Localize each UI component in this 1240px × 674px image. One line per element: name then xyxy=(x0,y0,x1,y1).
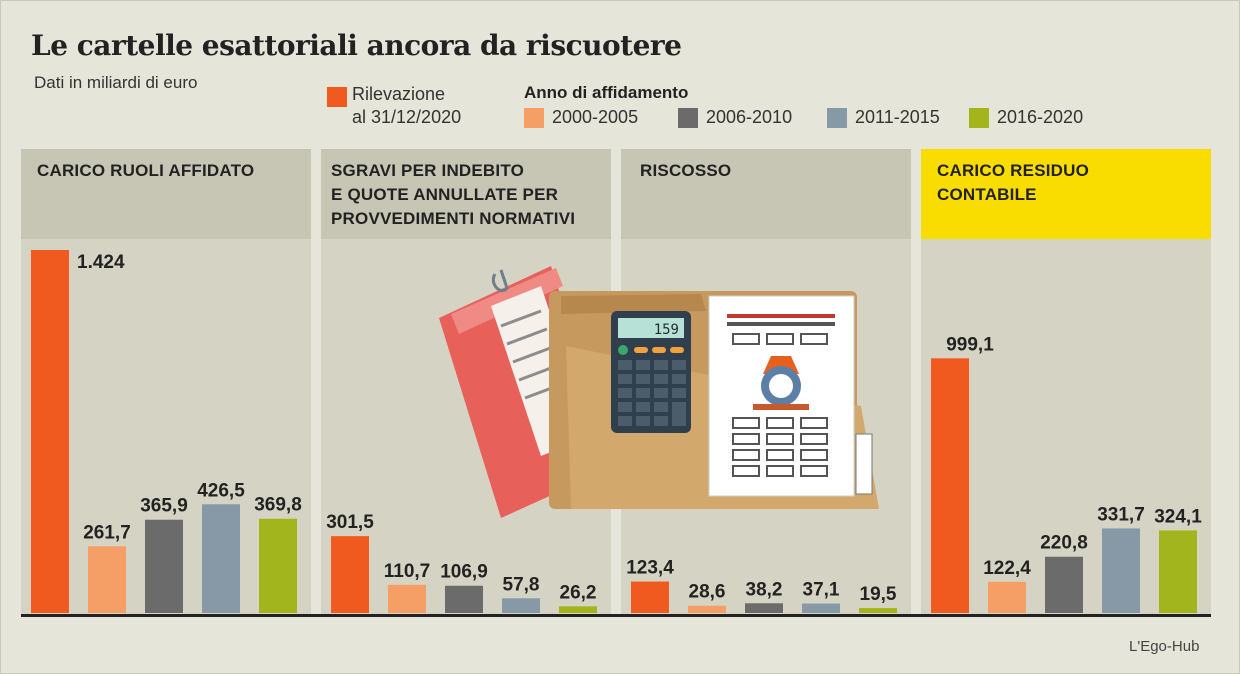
bar xyxy=(559,606,597,613)
bar-value-label: 123,4 xyxy=(626,558,674,579)
bar xyxy=(988,581,1026,613)
chart-baseline xyxy=(21,614,1211,617)
legend-label-rilevazione-1: Rilevazione xyxy=(352,84,446,104)
bar-value-label: 38,2 xyxy=(746,579,783,600)
bar xyxy=(445,585,483,613)
bar-value-label: 301,5 xyxy=(326,512,374,533)
bar-value-label: 220,8 xyxy=(1040,533,1088,554)
bar-value-label: 28,6 xyxy=(689,582,726,603)
bar xyxy=(931,358,969,613)
panel-header: RISCOSSO xyxy=(621,149,911,239)
panel-header: SGRAVI PER INDEBITO E QUOTE ANNULLATE PE… xyxy=(321,149,611,239)
bar xyxy=(388,584,426,613)
panel-title: CARICO RUOLI AFFIDATO xyxy=(37,161,255,180)
legend-label-2000-2005: 2000-2005 xyxy=(552,107,639,127)
bar-value-label: 57,8 xyxy=(503,574,540,595)
panel-title-line: CONTABILE xyxy=(937,185,1037,204)
bar xyxy=(31,250,69,613)
bar xyxy=(688,605,726,613)
chart-title: Le cartelle esattoriali ancora da riscuo… xyxy=(31,29,682,62)
panel-header: CARICO RUOLI AFFIDATO xyxy=(21,149,311,239)
bar xyxy=(1159,530,1197,613)
bar xyxy=(1102,528,1140,613)
legend-label-rilevazione-2: al 31/12/2020 xyxy=(352,107,462,127)
bar-value-label: 324,1 xyxy=(1154,506,1202,527)
bar-value-label: 369,8 xyxy=(254,495,302,516)
legend-swatch-2006-2010 xyxy=(678,108,698,128)
panel-header: CARICO RESIDUO CONTABILE xyxy=(921,149,1211,239)
bar-value-label: 999,1 xyxy=(946,334,994,355)
legend-label-2011-2015: 2011-2015 xyxy=(855,107,940,127)
bar-value-label: 261,7 xyxy=(83,522,131,543)
bar-value-label: 19,5 xyxy=(860,584,897,605)
bar xyxy=(631,581,669,613)
bar xyxy=(1045,556,1083,613)
bar xyxy=(259,518,297,613)
bar-value-label: 26,2 xyxy=(560,582,597,603)
legend-swatch-2000-2005 xyxy=(524,108,544,128)
legend-swatch-2011-2015 xyxy=(827,108,847,128)
folder-calculator-illustration: 159 xyxy=(439,266,879,518)
bar xyxy=(502,598,540,613)
panel-title-line: E QUOTE ANNULLATE PER xyxy=(331,185,559,204)
bar-value-label: 1.424 xyxy=(77,252,125,273)
panel-title: RISCOSSO xyxy=(640,161,732,180)
panel-title-line: PROVVEDIMENTI NORMATIVI xyxy=(331,209,576,228)
bar-value-label: 365,9 xyxy=(140,496,188,517)
bar-value-label: 426,5 xyxy=(197,480,245,501)
legend-label-2016-2020: 2016-2020 xyxy=(997,107,1084,127)
legend-swatch-rilevazione xyxy=(327,87,347,107)
legend-swatch-2016-2020 xyxy=(969,108,989,128)
bar xyxy=(859,608,897,613)
bar xyxy=(745,603,783,613)
bar xyxy=(88,546,126,613)
legend-group-title: Anno di affidamento xyxy=(524,83,689,102)
source-credit: L'Ego-Hub xyxy=(1129,638,1200,655)
bar-value-label: 122,4 xyxy=(983,558,1031,579)
bar-value-label: 37,1 xyxy=(803,580,840,601)
agency-logo-icon xyxy=(753,356,809,410)
bar-value-label: 331,7 xyxy=(1097,504,1145,525)
bar xyxy=(145,519,183,613)
bar-value-label: 106,9 xyxy=(440,562,488,583)
calculator-display: 159 xyxy=(654,322,679,338)
bar xyxy=(331,536,369,613)
panel-title: CARICO RESIDUO CONTABILE xyxy=(937,159,1089,207)
chart-subtitle: Dati in miliardi di euro xyxy=(34,73,198,92)
bar xyxy=(802,603,840,613)
panel-title: SGRAVI PER INDEBITO E QUOTE ANNULLATE PE… xyxy=(331,159,575,231)
panel-title-line: CARICO RESIDUO xyxy=(937,161,1090,180)
legend-label-2006-2010: 2006-2010 xyxy=(706,107,793,127)
brown-folder-icon xyxy=(549,291,879,509)
calculator-icon: 159 xyxy=(611,311,691,433)
panel-title-line: SGRAVI PER INDEBITO xyxy=(331,161,525,180)
bar xyxy=(202,504,240,613)
bar-value-label: 110,7 xyxy=(384,561,431,582)
